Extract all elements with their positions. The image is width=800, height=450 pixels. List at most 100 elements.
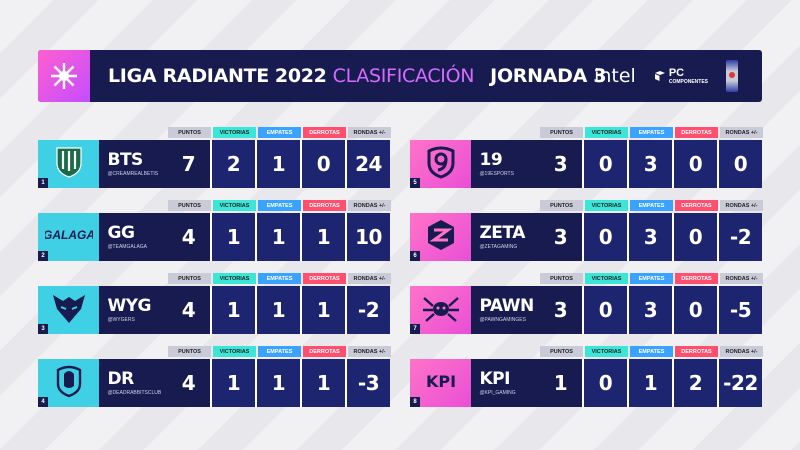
stat-derrotas: 2 — [674, 359, 717, 407]
team-name: KPI — [479, 369, 510, 389]
team-handle: @KPI_GAMING — [479, 390, 516, 396]
column-header-puntos: PUNTOS — [168, 200, 211, 211]
team-stats: 4 1 1 1 -2 — [167, 286, 390, 334]
column-header-rondas: RONDAS +/- — [720, 273, 763, 284]
team-stats: 7 2 1 0 24 — [167, 140, 390, 188]
team-name: 19 — [479, 150, 503, 170]
stat-derrotas: 0 — [674, 140, 717, 188]
stat-rondas: 0 — [719, 140, 762, 188]
column-header-puntos: PUNTOS — [168, 346, 211, 357]
team-standing-card: PUNTOS VICTORIAS EMPATES DERROTAS RONDAS +/-… — [38, 127, 391, 188]
team-name: WYG — [107, 296, 151, 316]
stat-rondas: 24 — [347, 140, 390, 188]
zeta-hexagon-icon — [425, 218, 457, 257]
stat-victorias: 0 — [584, 140, 627, 188]
column-header-derrotas: DERROTAS — [675, 346, 718, 357]
stat-puntos: 3 — [539, 286, 582, 334]
team-stats: 3 0 3 0 -2 — [539, 213, 762, 261]
stat-empates: 3 — [629, 213, 672, 261]
team-handle: @ZETAGAMING — [479, 244, 518, 250]
team-logo: 6 — [410, 213, 472, 261]
team-name: GG — [107, 223, 135, 243]
galaga-logo-icon: GALAGA — [43, 224, 95, 251]
stat-derrotas: 1 — [302, 359, 345, 407]
pc-componentes-logo: PC COMPONENTES — [654, 67, 708, 85]
column-header-puntos: PUNTOS — [168, 127, 211, 138]
stat-derrotas: 1 — [302, 286, 345, 334]
column-header-victorias: VICTORIAS — [585, 127, 628, 138]
stat-puntos: 4 — [167, 213, 210, 261]
team-logo: KPI 8 — [410, 359, 472, 407]
red-bull-can-icon — [726, 60, 738, 92]
team-stats: 1 0 1 2 -22 — [539, 359, 762, 407]
column-header-derrotas: DERROTAS — [675, 200, 718, 211]
team-stats: 4 1 1 1 -3 — [167, 359, 390, 407]
real-betis-shield-icon — [54, 145, 84, 184]
team-logo: GALAGA 2 — [38, 213, 100, 261]
league-year: 2022 — [274, 65, 327, 87]
stat-empates: 1 — [257, 140, 300, 188]
nineteen-shield-icon — [424, 145, 458, 184]
stat-rondas: -5 — [719, 286, 762, 334]
column-headers: PUNTOS VICTORIAS EMPATES DERROTAS RONDAS +/- — [540, 200, 763, 211]
stat-derrotas: 0 — [674, 286, 717, 334]
column-headers: PUNTOS VICTORIAS EMPATES DERROTAS RONDAS +/- — [168, 273, 391, 284]
team-name: ZETA — [479, 223, 525, 243]
team-info: PAWN @PAWNGAMINGES — [471, 286, 539, 334]
column-header-puntos: PUNTOS — [168, 273, 211, 284]
column-headers: PUNTOS VICTORIAS EMPATES DERROTAS RONDAS +/- — [540, 127, 763, 138]
column-header-victorias: VICTORIAS — [585, 346, 628, 357]
team-rank: 1 — [38, 178, 48, 188]
svg-text:KPI: KPI — [426, 372, 456, 391]
column-header-derrotas: DERROTAS — [675, 127, 718, 138]
team-handle: @19ESPORTS — [479, 171, 514, 177]
column-headers: PUNTOS VICTORIAS EMPATES DERROTAS RONDAS +/- — [168, 200, 391, 211]
column-header-victorias: VICTORIAS — [585, 200, 628, 211]
team-logo: 7 — [410, 286, 472, 334]
stat-derrotas: 0 — [302, 140, 345, 188]
team-name: PAWN — [479, 296, 534, 316]
stat-victorias: 0 — [584, 286, 627, 334]
column-header-victorias: VICTORIAS — [213, 346, 256, 357]
spider-icon — [421, 292, 461, 329]
pc-componentes-icon — [654, 71, 665, 81]
team-logo: 1 — [38, 140, 100, 188]
stat-derrotas: 1 — [302, 213, 345, 261]
team-standing-card: PUNTOS VICTORIAS EMPATES DERROTAS RONDAS +/-… — [410, 127, 763, 188]
column-header-rondas: RONDAS +/- — [348, 200, 391, 211]
column-header-empates: EMPATES — [258, 200, 301, 211]
column-header-puntos: PUNTOS — [540, 346, 583, 357]
team-standing-card: PUNTOS VICTORIAS EMPATES DERROTAS RONDAS +/-… — [38, 273, 391, 334]
column-header-victorias: VICTORIAS — [213, 200, 256, 211]
team-info: WYG @WYGERS — [99, 286, 167, 334]
team-handle: @WYGERS — [107, 317, 135, 323]
pc-logo-subtext: COMPONENTES — [668, 79, 708, 85]
team-rank: 6 — [410, 251, 420, 261]
stat-rondas: -22 — [719, 359, 762, 407]
team-standing-card: PUNTOS VICTORIAS EMPATES DERROTAS RONDAS +/-… — [38, 346, 391, 407]
stat-empates: 1 — [629, 359, 672, 407]
team-handle: @CREAMREALBETIS — [107, 171, 159, 177]
column-header-puntos: PUNTOS — [540, 127, 583, 138]
stat-puntos: 4 — [167, 286, 210, 334]
card-body: 3 WYG @WYGERS 4 1 1 1 -2 — [38, 286, 390, 334]
column-header-rondas: RONDAS +/- — [720, 346, 763, 357]
column-header-victorias: VICTORIAS — [213, 273, 256, 284]
team-name: DR — [107, 369, 134, 389]
team-info: GG @TEAMGALAGA — [99, 213, 167, 261]
stat-victorias: 1 — [212, 286, 255, 334]
team-rank: 2 — [38, 251, 48, 261]
column-header-derrotas: DERROTAS — [303, 200, 346, 211]
column-header-empates: EMPATES — [258, 273, 301, 284]
column-headers: PUNTOS VICTORIAS EMPATES DERROTAS RONDAS +/- — [168, 346, 391, 357]
stat-rondas: -2 — [719, 213, 762, 261]
team-standing-card: PUNTOS VICTORIAS EMPATES DERROTAS RONDAS +/-… — [410, 346, 763, 407]
stat-rondas: -2 — [347, 286, 390, 334]
team-rank: 4 — [38, 397, 48, 407]
column-header-derrotas: DERROTAS — [303, 127, 346, 138]
stat-puntos: 1 — [539, 359, 582, 407]
stat-victorias: 0 — [584, 359, 627, 407]
column-header-rondas: RONDAS +/- — [348, 346, 391, 357]
card-body: 4 DR @DEADRABBITSCLUB 4 1 1 1 -3 — [38, 359, 390, 407]
wolf-head-icon — [49, 291, 89, 330]
